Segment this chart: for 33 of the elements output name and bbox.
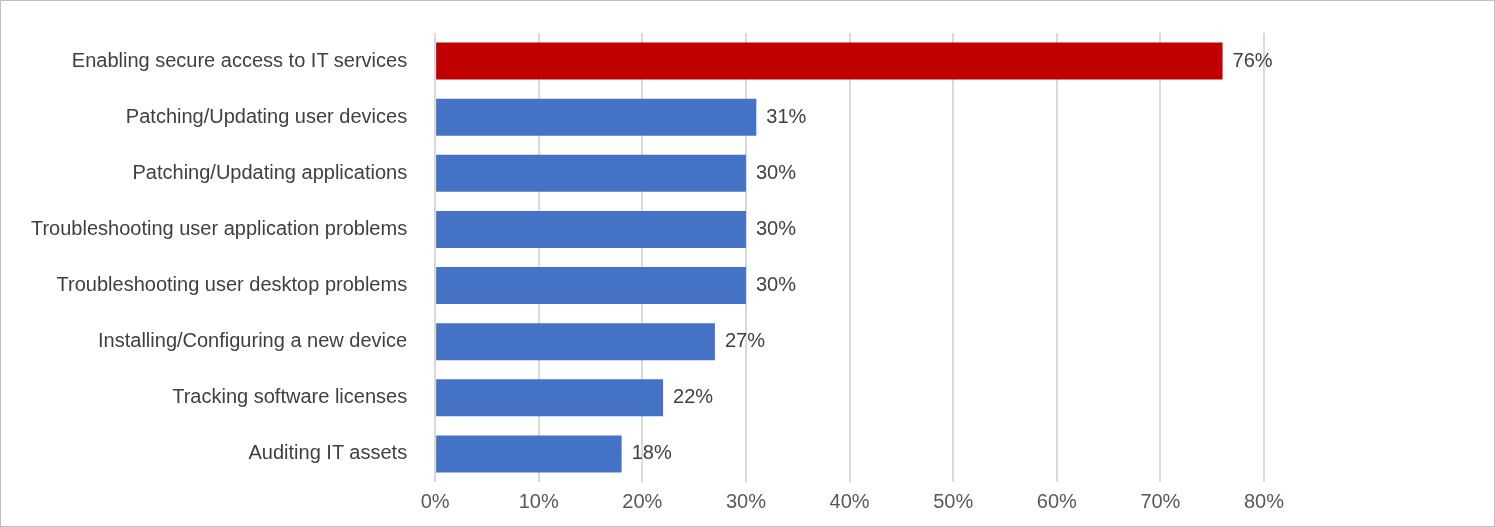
x-tick-label: 70% <box>1140 489 1181 512</box>
data-label: 31% <box>766 104 807 127</box>
bar <box>436 267 746 305</box>
data-label: 18% <box>631 441 672 464</box>
x-tick-label: 80% <box>1243 489 1285 512</box>
data-label: 76% <box>1232 48 1273 71</box>
y-tick-label: Patching/Updating applications <box>132 160 408 183</box>
bar <box>436 42 1223 80</box>
data-label: 30% <box>755 273 797 296</box>
bar <box>436 210 746 248</box>
bar <box>436 98 757 136</box>
y-tick-label: Troubleshooting user desktop problems <box>56 273 408 296</box>
y-tick-label: Tracking software licenses <box>172 385 408 408</box>
bar <box>436 154 746 192</box>
y-tick-label: Enabling secure access to IT services <box>71 48 408 71</box>
x-tick-label: 30% <box>725 489 767 512</box>
bar <box>436 379 664 417</box>
y-tick-label: Patching/Updating user devices <box>125 104 408 127</box>
x-tick-label: 60% <box>1036 489 1078 512</box>
data-label: 22% <box>673 385 714 408</box>
bar <box>436 435 622 473</box>
data-label: 27% <box>724 329 766 352</box>
y-tick-label: Installing/Configuring a new device <box>98 329 408 352</box>
x-tick-label: 20% <box>622 489 663 512</box>
y-tick-label: Auditing IT assets <box>248 441 408 464</box>
x-tick-label: 0% <box>420 489 450 512</box>
x-tick-label: 10% <box>518 489 559 512</box>
x-tick-label: 40% <box>829 489 870 512</box>
y-tick-label: Troubleshooting user application problems <box>30 216 408 239</box>
data-label: 30% <box>755 160 797 183</box>
x-tick-label: 50% <box>933 489 974 512</box>
bar <box>436 323 715 361</box>
data-label: 30% <box>755 216 797 239</box>
